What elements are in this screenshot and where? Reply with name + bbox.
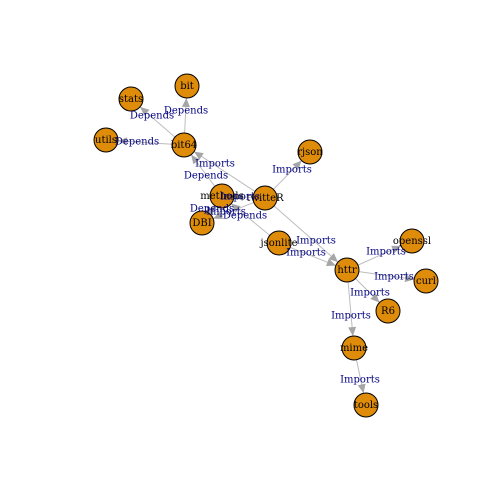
node-label-openssl: openssl [393, 236, 431, 247]
node-mime: mime [340, 335, 368, 361]
node-label-bit: bit [180, 81, 194, 92]
node-circle-rjson [297, 139, 323, 165]
edge-twitteR-httr [273, 205, 339, 263]
node-rjson: rjson [297, 139, 323, 165]
edge-label-bit64-stats: Depends [130, 111, 174, 122]
node-circle-DBI [189, 210, 215, 236]
arrowhead-twitteR-bit64 [194, 151, 204, 160]
node-label-bit64: bit64 [171, 140, 197, 151]
edge-label-mime-tools: Imports [340, 375, 380, 386]
edge-label-httr-mime: Imports [331, 311, 371, 322]
node-jsonlite: jsonlite [259, 230, 298, 256]
arrowhead-httr-R6 [370, 293, 380, 303]
node-DBI: DBI [189, 210, 215, 236]
edge-label-twitteR-DBI: Imports [206, 207, 246, 218]
node-label-mime: mime [340, 343, 368, 354]
node-label-jsonlite: jsonlite [259, 238, 297, 249]
node-circle-mime [341, 335, 367, 361]
edge-label-httr-R6: Imports [350, 288, 390, 299]
node-openssl: openssl [393, 228, 431, 254]
edge-label-bit64-utils: Depends [115, 137, 159, 148]
node-methods: methods [200, 183, 244, 209]
arrowhead-jsonlite-methods [231, 203, 241, 213]
arrowhead-twitteR-httr [328, 253, 338, 263]
edge-label-twitteR-rjson: Imports [272, 165, 312, 176]
edge-httr-mime [347, 281, 354, 337]
edge-twitteR-bit64 [193, 151, 256, 192]
node-bit64: bit64 [171, 132, 197, 158]
node-circle-bit64 [171, 132, 197, 158]
node-label-curl: curl [416, 276, 436, 287]
node-label-stats: stats [119, 94, 143, 105]
edge-label-httr-openssl: Imports [366, 247, 406, 258]
arrowhead-twitteR-DBI [213, 211, 223, 219]
node-circle-twitteR [252, 185, 278, 211]
node-twitteR: twitteR [246, 185, 284, 211]
edge-label-jsonlite-methods: Depends [223, 211, 267, 222]
node-R6: R6 [375, 298, 401, 324]
edge-labels-layer: DependsDependsDependsImportsDependsImpor… [115, 106, 414, 386]
edge-label-twitteR-methods: Imports [220, 192, 260, 203]
edge-httr-curl [358, 271, 415, 280]
node-circle-R6 [375, 298, 401, 324]
edge-label-httr-curl: Imports [374, 272, 414, 283]
node-label-tools: tools [354, 400, 378, 411]
edge-label-methods-bit64: Depends [184, 171, 228, 182]
node-label-utils: utils [95, 135, 117, 146]
node-circle-stats [118, 86, 144, 112]
edge-bit64-utils [117, 140, 173, 145]
node-stats: stats [118, 86, 144, 112]
node-circle-methods [209, 183, 235, 209]
edge-label-DBI-methods: Depends [190, 204, 234, 215]
node-label-R6: R6 [381, 306, 395, 317]
node-httr: httr [334, 257, 360, 283]
node-label-rjson: rjson [297, 147, 323, 158]
arrowhead-twitteR-methods [233, 192, 244, 201]
arrowhead-twitteR-rjson [292, 160, 302, 170]
arrowhead-httr-mime [348, 326, 357, 337]
arrowhead-httr-openssl [391, 245, 402, 254]
node-circle-openssl [399, 228, 425, 254]
node-label-methods: methods [200, 191, 243, 202]
arrowhead-mime-tools [357, 383, 366, 394]
node-label-twitteR: twitteR [246, 193, 284, 204]
edge-label-twitteR-httr: Imports [296, 236, 336, 247]
node-curl: curl [413, 268, 439, 294]
arrowhead-bit64-bit [181, 97, 190, 108]
arrowhead-bit64-utils [117, 137, 128, 146]
edge-label-twitteR-bit64: Imports [195, 159, 235, 170]
node-circle-bit [174, 73, 200, 99]
edges-layer [117, 97, 415, 394]
nodes-layer: bit stats utils bit64 rjson methods twitteR DBI… [93, 73, 439, 418]
node-circle-utils [93, 127, 119, 153]
node-circle-httr [334, 257, 360, 283]
node-circle-jsonlite [266, 230, 292, 256]
edge-label-bit64-bit: Depends [164, 106, 208, 117]
node-circle-tools [353, 392, 379, 418]
edge-label-jsonlite-httr: Imports [286, 248, 326, 259]
arrowhead-bit64-stats [140, 106, 150, 116]
node-tools: tools [353, 392, 379, 418]
arrowhead-DBI-methods [206, 205, 215, 216]
node-circle-curl [413, 268, 439, 294]
node-bit: bit [174, 73, 200, 99]
arrowhead-httr-curl [404, 274, 415, 283]
node-label-httr: httr [337, 265, 356, 276]
node-label-DBI: DBI [192, 218, 211, 229]
arrowhead-jsonlite-httr [326, 258, 336, 266]
arrowhead-methods-bit64 [191, 154, 200, 165]
node-utils: utils [93, 127, 119, 153]
